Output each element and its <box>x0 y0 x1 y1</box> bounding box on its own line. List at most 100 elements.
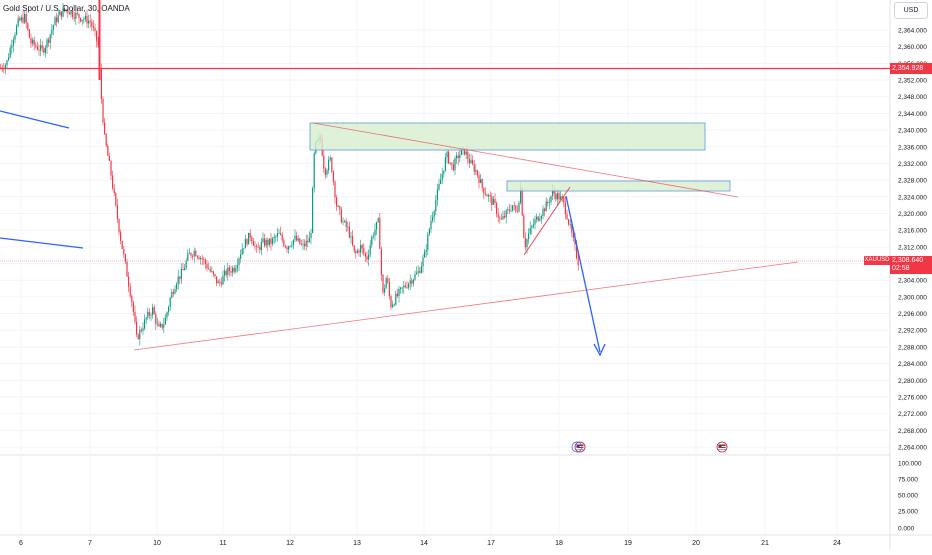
candle-body <box>425 249 427 252</box>
candle-body <box>284 245 286 248</box>
candle-body <box>144 319 146 329</box>
candle-body <box>224 270 226 276</box>
candle-body <box>427 234 429 250</box>
candle-body <box>259 247 261 250</box>
candle-body <box>524 238 526 248</box>
candle-body <box>212 271 214 275</box>
candle-body <box>539 218 541 221</box>
candle-body <box>371 236 373 246</box>
candle-body <box>396 293 398 296</box>
candle-body <box>89 20 91 22</box>
candle-body <box>483 187 485 194</box>
supply-zone-rectangle <box>309 122 706 151</box>
candle-body <box>499 217 501 219</box>
candle-body <box>547 201 549 203</box>
candle-body <box>379 218 381 249</box>
candle-body <box>420 266 422 273</box>
candle-body <box>171 292 173 298</box>
candle-body <box>132 302 134 312</box>
candle-body <box>11 45 13 48</box>
candle-body <box>366 256 368 260</box>
candle-body <box>73 16 75 19</box>
candle-body <box>256 245 258 247</box>
candle-body <box>310 233 312 238</box>
candle-body <box>182 268 184 271</box>
time-tick-label: 7 <box>88 540 92 547</box>
us-flag-event-icon <box>718 444 722 447</box>
candle-body <box>364 253 366 257</box>
candle-body <box>521 188 523 216</box>
candle-body <box>41 45 43 49</box>
candle-body <box>84 15 86 20</box>
price-tick-label: 2,344.000 <box>898 111 927 118</box>
drawings-layer[interactable] <box>0 67 890 453</box>
candle-body <box>260 241 262 250</box>
candle-body <box>222 275 224 285</box>
candle-body <box>16 25 18 35</box>
candle-body <box>60 11 62 17</box>
candle-body <box>4 65 6 70</box>
candle-body <box>502 215 504 220</box>
candle-body <box>560 196 562 200</box>
candle-body <box>136 321 138 335</box>
candle-body <box>406 286 408 288</box>
candle-body <box>292 239 294 246</box>
candle-body <box>54 17 56 26</box>
candle-body <box>164 317 166 325</box>
candle-body <box>88 20 90 24</box>
us-flag-event-icon[interactable] <box>716 441 728 453</box>
resistance-line-price-label: 2,354.928 <box>890 63 932 74</box>
candle-body <box>192 255 194 257</box>
candle-body <box>211 271 213 272</box>
candle-body <box>160 323 162 327</box>
candle-body <box>145 317 147 320</box>
candle-body <box>148 311 150 316</box>
candle-body <box>324 168 326 175</box>
time-tick-label: 13 <box>353 540 361 547</box>
time-tick-label: 24 <box>833 540 841 547</box>
candle-body <box>422 257 424 267</box>
candle-body <box>110 160 112 176</box>
candle-body <box>100 69 102 99</box>
us-flag-event-icon[interactable] <box>574 441 586 453</box>
candle-body <box>65 9 67 11</box>
candle-body <box>465 151 467 155</box>
candle-body <box>86 15 88 24</box>
price-tick-label: 2,364.000 <box>898 28 927 35</box>
time-tick-label: 11 <box>219 540 226 547</box>
candle-body <box>158 323 160 327</box>
candle-body <box>150 315 152 316</box>
candle-body <box>528 233 530 240</box>
candle-body <box>454 158 456 171</box>
candle-body <box>153 307 155 314</box>
candle-body <box>545 201 547 212</box>
candle-body <box>198 257 200 260</box>
price-tick-label: 2,316.000 <box>898 228 927 235</box>
candle-body <box>456 155 458 159</box>
candle-body <box>123 248 125 255</box>
candle-body <box>368 254 370 260</box>
candle-body <box>476 170 478 176</box>
bar-countdown: 02:58 <box>892 265 910 272</box>
candle-body <box>432 216 434 221</box>
currency-selector[interactable]: USD <box>894 2 928 19</box>
candle-body <box>104 122 106 134</box>
candle-body <box>438 183 440 190</box>
candle-body <box>289 246 291 247</box>
candlesticks[interactable] <box>0 0 579 346</box>
candle-body <box>230 271 232 273</box>
symbol-title[interactable]: Gold Spot / U.S. Dollar, 30, OANDA <box>3 4 130 13</box>
candle-body <box>14 34 16 40</box>
candle-body <box>112 175 114 189</box>
candle-body <box>35 45 37 47</box>
candle-body <box>286 247 288 250</box>
candle-body <box>358 250 360 253</box>
candle-body <box>204 259 206 265</box>
candle-body <box>361 244 363 249</box>
candle-body <box>563 197 565 203</box>
candle-body <box>75 12 77 19</box>
candle-body <box>299 238 301 245</box>
candle-body <box>550 196 552 203</box>
